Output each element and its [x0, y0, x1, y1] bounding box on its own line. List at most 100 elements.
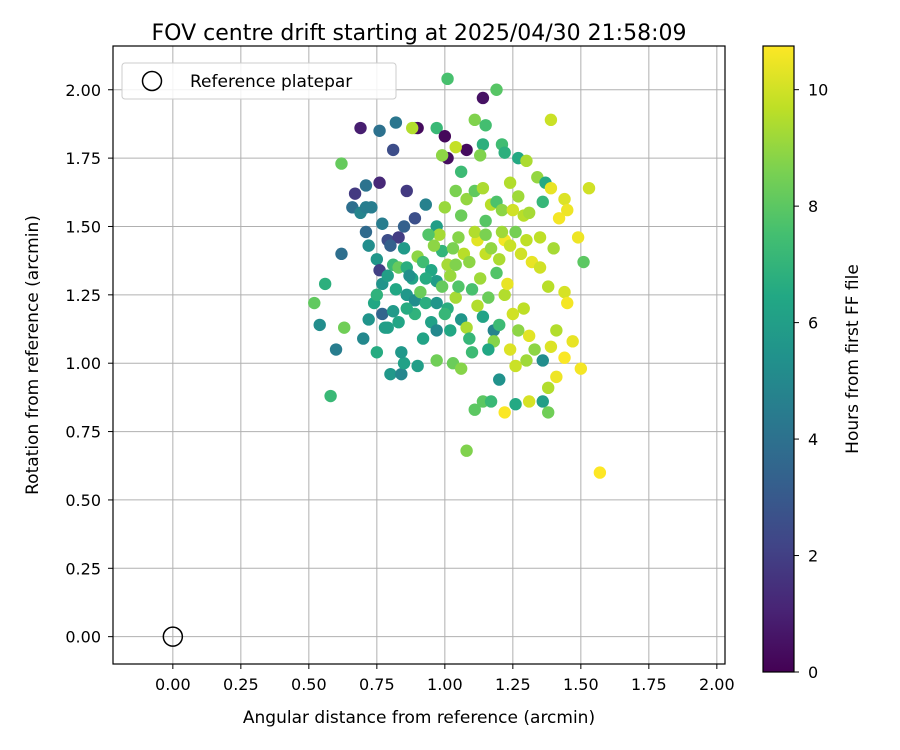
y-tick-label: 1.00 — [65, 354, 101, 373]
scatter-point — [498, 288, 511, 302]
scatter-point — [441, 72, 454, 86]
scatter-point — [419, 296, 432, 310]
scatter-point — [449, 140, 462, 154]
scatter-point — [362, 239, 375, 252]
x-tick-label: 2.00 — [699, 675, 735, 694]
scatter-point — [370, 288, 384, 302]
scatter-point — [533, 261, 547, 274]
y-tick-label: 0.75 — [65, 423, 101, 442]
scatter-point — [582, 181, 596, 195]
scatter-point — [384, 367, 397, 381]
scatter-point — [419, 198, 432, 211]
colorbar-tick-label: 6 — [808, 314, 818, 333]
y-tick-label: 0.25 — [65, 559, 101, 578]
scatter-point — [329, 343, 343, 356]
scatter-point — [397, 242, 411, 255]
scatter-point — [574, 362, 588, 375]
scatter-point — [381, 269, 394, 282]
scatter-point — [476, 91, 490, 105]
scatter-point — [335, 157, 348, 170]
scatter-point — [392, 231, 405, 244]
scatter-point — [544, 340, 558, 353]
scatter-point — [338, 321, 351, 334]
colorbar-tick-label: 4 — [808, 430, 818, 449]
scatter-point — [449, 258, 462, 271]
scatter-point — [479, 228, 492, 241]
colorbar-tick-label: 10 — [808, 81, 828, 100]
scatter-point — [490, 266, 503, 280]
scatter-point — [522, 206, 536, 220]
scatter-point — [365, 201, 378, 214]
scatter-point — [444, 324, 457, 337]
scatter-point — [354, 121, 367, 135]
scatter-point — [484, 242, 498, 255]
scatter-point — [400, 184, 413, 198]
y-tick-label: 1.25 — [65, 286, 101, 305]
x-tick-label: 0.25 — [223, 675, 259, 694]
scatter-point — [482, 343, 495, 356]
reference-point-marker — [162, 626, 184, 647]
scatter-point — [403, 269, 416, 282]
scatter-point — [395, 346, 408, 359]
scatter-point — [318, 277, 332, 291]
scatter-point — [503, 343, 517, 356]
colorbar-ticks: 0 2 4 6 8 10 — [794, 81, 828, 682]
colorbar: 0 2 4 6 8 10 Hours from first FF file — [762, 45, 863, 682]
x-axis-ticks: 0.00 0.25 0.50 0.75 1.00 1.25 1.50 1.75 2.00 — [155, 664, 735, 694]
scatter-point — [542, 280, 555, 293]
scatter-point — [544, 181, 558, 195]
scatter-point — [512, 324, 525, 337]
scatter-point — [550, 370, 563, 384]
scatter-point — [514, 247, 528, 261]
scatter-point — [438, 130, 452, 143]
scatter-point — [474, 272, 487, 285]
scatter-point — [561, 203, 574, 217]
plot-area: 0.00 0.25 0.50 0.75 1.00 1.25 1.50 1.75 2.00 0.0… — [65, 45, 735, 694]
scatter-point — [482, 291, 495, 304]
x-tick-label: 1.75 — [631, 675, 667, 694]
colorbar-tick-label: 8 — [808, 197, 818, 216]
scatter-point — [547, 242, 560, 255]
plot-background — [113, 46, 725, 664]
scatter-point — [324, 389, 337, 403]
scatter-point — [479, 119, 492, 132]
chart-title: FOV centre drift starting at 2025/04/30 … — [152, 21, 687, 46]
scatter-point — [433, 228, 446, 241]
scatter-point — [430, 121, 443, 135]
scatter-point — [520, 354, 533, 367]
scatter-point — [493, 373, 506, 386]
x-tick-label: 1.50 — [563, 675, 599, 694]
scatter-point — [533, 231, 547, 244]
scatter-point — [509, 398, 522, 411]
scatter-point — [495, 225, 509, 239]
scatter-point — [449, 184, 462, 198]
scatter-point — [400, 302, 413, 315]
scatter-point — [561, 296, 574, 310]
scatter-point — [452, 280, 465, 293]
legend: Reference platepar — [121, 62, 397, 100]
scatter-point — [373, 176, 386, 189]
scatter-point — [454, 165, 468, 178]
legend-label: Reference platepar — [190, 72, 352, 92]
x-tick-label: 0.00 — [155, 675, 191, 694]
scatter-point — [479, 214, 492, 228]
scatter-point — [593, 466, 607, 479]
scatter-point — [386, 305, 400, 318]
scatter-point — [435, 149, 449, 162]
colorbar-tick-label: 2 — [808, 547, 818, 566]
scatter-point — [468, 225, 481, 239]
scatter-point — [454, 362, 468, 375]
scatter-point — [408, 212, 422, 225]
scatter-point — [522, 329, 536, 343]
scatter-point — [416, 332, 430, 345]
scatter-point — [471, 299, 484, 312]
scatter-point — [452, 231, 465, 244]
scatter-point — [468, 403, 481, 416]
scatter-point — [449, 291, 462, 304]
scatter-point — [454, 209, 468, 222]
scatter-point — [438, 307, 452, 321]
x-tick-label: 1.00 — [427, 675, 463, 694]
scatter-point — [493, 253, 506, 266]
y-tick-label: 1.75 — [65, 149, 101, 168]
scatter-point — [528, 343, 541, 356]
